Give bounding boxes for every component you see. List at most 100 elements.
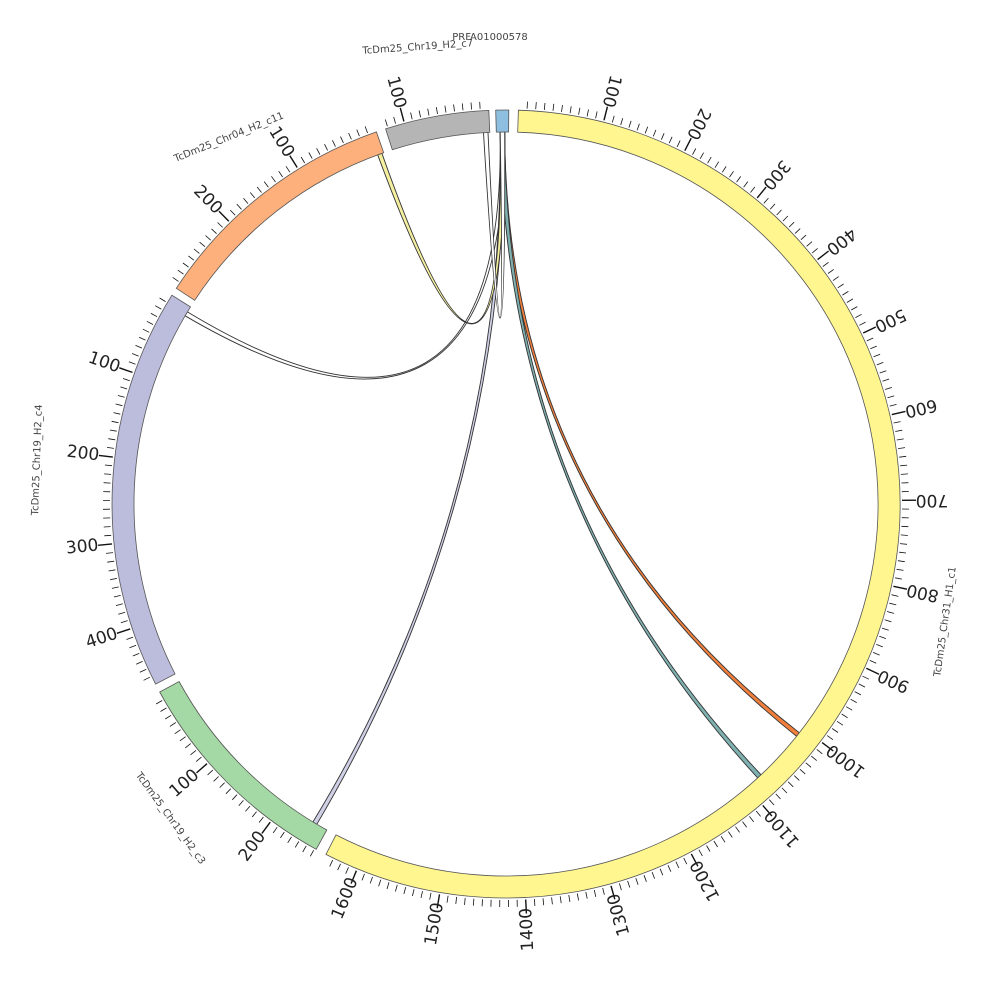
minor-tick (899, 543, 908, 545)
major-tick (525, 899, 528, 914)
minor-tick (884, 387, 892, 390)
minor-tick (611, 115, 615, 123)
label-layer: PRFA01000578 100 200 300 400 500 600 700 800 900 1… (30, 32, 959, 952)
minor-tick (182, 262, 189, 268)
minor-tick (713, 840, 718, 848)
minor-tick (207, 769, 214, 776)
minor-tick (106, 447, 114, 449)
minor-tick (136, 661, 143, 665)
minor-tick (113, 595, 121, 598)
minor-tick (164, 714, 172, 720)
minor-tick (900, 473, 908, 475)
minor-tick (561, 104, 563, 112)
minor-tick (595, 111, 598, 119)
minor-tick (139, 669, 147, 673)
minor-tick (446, 895, 449, 903)
link-ribbon (312, 131, 506, 825)
minor-tick (559, 896, 562, 904)
major-tick (762, 804, 773, 817)
minor-tick (806, 241, 813, 247)
minor-tick (146, 320, 154, 325)
minor-tick (403, 886, 407, 895)
minor-tick (692, 148, 697, 155)
ideogram-segment (495, 109, 510, 133)
minor-tick (337, 863, 341, 871)
minor-tick (271, 176, 276, 183)
minor-tick (300, 156, 306, 164)
minor-tick (340, 136, 344, 144)
minor-tick (832, 276, 839, 281)
minor-tick (243, 197, 249, 204)
minor-tick (899, 551, 907, 554)
tick-label: 600 (903, 394, 939, 421)
minor-tick (104, 464, 112, 467)
minor-tick (895, 577, 902, 580)
minor-tick (886, 611, 895, 614)
minor-tick (876, 644, 883, 648)
minor-tick (800, 234, 807, 240)
minor-tick (755, 810, 761, 817)
minor-tick (770, 203, 776, 210)
minor-tick (131, 353, 139, 357)
minor-tick (659, 868, 664, 876)
minor-tick (190, 750, 197, 756)
minor-tick (272, 826, 278, 834)
minor-tick (386, 882, 390, 890)
minor-tick (805, 762, 812, 768)
minor-tick (862, 675, 870, 680)
minor-tick (115, 403, 123, 407)
tick-label: 300 (65, 535, 99, 558)
minor-tick (896, 568, 904, 571)
minor-tick (850, 698, 857, 703)
minor-tick (412, 889, 415, 897)
minor-tick (816, 749, 823, 755)
minor-tick (420, 891, 423, 898)
minor-tick (552, 103, 555, 111)
minor-tick (461, 103, 464, 111)
tick-label: 400 (822, 223, 860, 259)
minor-tick (258, 816, 264, 823)
major-tick (289, 155, 298, 168)
minor-tick (836, 720, 844, 726)
minor-tick (776, 209, 782, 216)
minor-tick (793, 775, 800, 781)
major-tick (98, 454, 113, 458)
tick-label: 1600 (328, 875, 363, 923)
major-tick (821, 742, 834, 752)
minor-tick (543, 102, 546, 110)
minor-tick (651, 871, 655, 879)
minor-tick (898, 447, 906, 449)
minor-tick (736, 176, 742, 183)
minor-tick (628, 120, 632, 128)
minor-tick (120, 386, 128, 390)
minor-tick (831, 728, 839, 733)
minor-tick (891, 594, 899, 597)
minor-tick (586, 109, 589, 117)
major-tick (891, 410, 906, 416)
minor-tick (245, 805, 251, 812)
minor-tick (889, 404, 897, 407)
minor-tick (897, 560, 905, 563)
link-ribbon (499, 131, 762, 779)
minor-tick (219, 782, 225, 788)
minor-tick (644, 126, 649, 134)
minor-tick (427, 108, 430, 116)
minor-tick (369, 876, 373, 884)
minor-tick (470, 102, 472, 110)
minor-tick (714, 161, 720, 168)
minor-tick (845, 706, 853, 711)
minor-tick (889, 602, 897, 606)
minor-tick (160, 707, 167, 712)
minor-tick (721, 166, 727, 173)
minor-tick (110, 578, 118, 581)
major-tick (610, 885, 616, 900)
minor-tick (743, 181, 749, 188)
minor-tick (620, 118, 624, 126)
minor-tick (729, 171, 734, 178)
minor-tick (879, 635, 887, 639)
minor-tick (108, 438, 116, 441)
minor-tick (652, 129, 657, 137)
minor-tick (775, 793, 781, 800)
minor-tick (873, 353, 881, 358)
minor-tick (122, 378, 130, 382)
